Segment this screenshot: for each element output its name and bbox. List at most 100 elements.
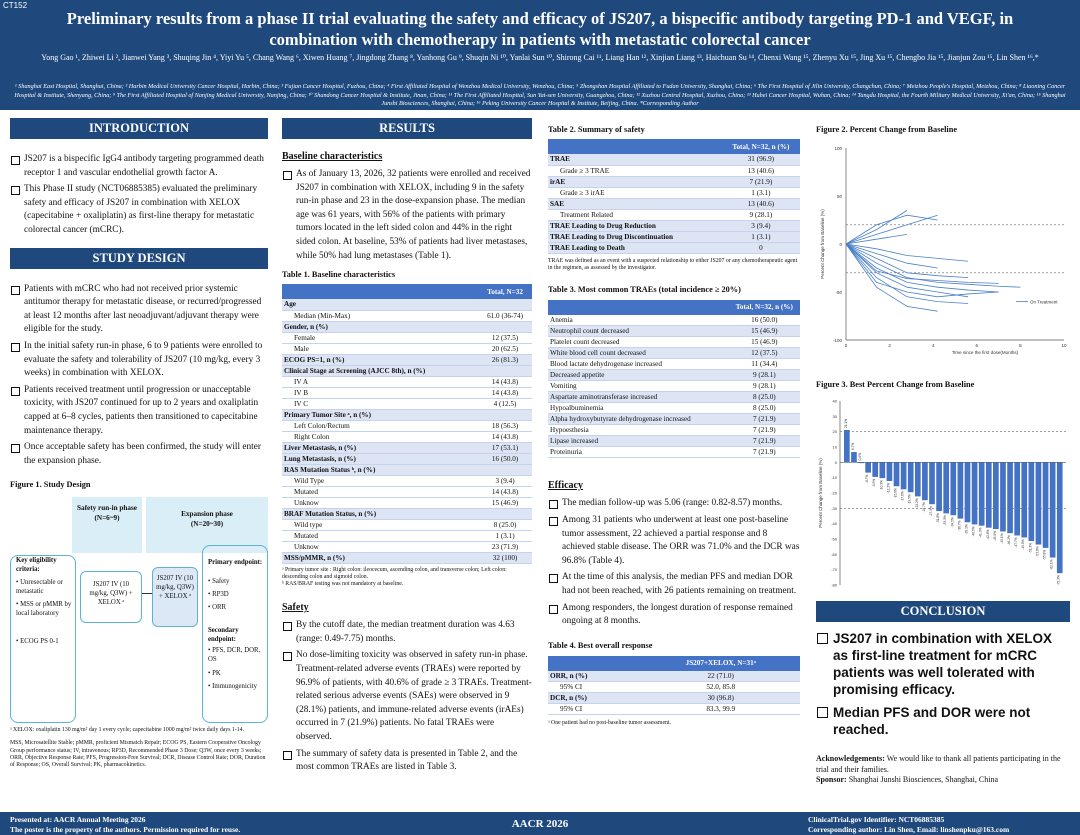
- waterfall-bar: [1007, 462, 1013, 534]
- ack-label: Acknowledgements:: [816, 754, 885, 763]
- x-tick-label: 10: [1061, 343, 1067, 348]
- table-row: Mutated 14 (43.8): [282, 486, 532, 498]
- arm-arrow: [142, 593, 152, 595]
- table-header-row: JS207+XELOX, N=31ᵃ: [548, 655, 800, 671]
- waterfall-bar: [957, 462, 964, 519]
- waterfall-bar: [936, 462, 942, 512]
- fig1-footnote: ᵃ XELOX: oxaliplatin 130 mg/m² day 1 eve…: [10, 727, 244, 734]
- baseline-bullets: As of January 13, 2026, 32 patients were…: [282, 168, 532, 263]
- table-cell: RAS Mutation Status ᵇ, n (%): [282, 464, 479, 476]
- eligibility-box: [10, 555, 76, 724]
- table-cell: 8 (25.0): [728, 391, 800, 404]
- bar-data-label: -36.7%: [957, 520, 961, 530]
- checkbox-icon: [817, 707, 828, 718]
- table-cell: 8 (25.0): [478, 519, 532, 531]
- arm2-box: JS207 IV (10 mg/kg, Q3W) + XELOX ᵃ: [152, 567, 198, 628]
- table-row: irAE 7 (21.9): [548, 176, 800, 188]
- table-row: Male 20 (62.5): [282, 343, 532, 355]
- table-cell: 95% CI: [548, 703, 642, 716]
- y-tick-label: -20: [831, 491, 838, 496]
- y-axis-label: Percent Change from Baseline (%): [820, 209, 825, 279]
- y-tick-label: 100: [834, 146, 842, 151]
- author-list: Yong Gao ¹, Zhiwei Li ², Jianwei Yang ³,…: [41, 53, 1039, 62]
- waterfall-bar: [858, 462, 864, 464]
- y-tick-label: -70: [831, 567, 838, 572]
- table-cell: 1 (3.1): [721, 231, 800, 243]
- table-cell: 9 (28.1): [721, 209, 800, 221]
- table-cell: 14 (43.8): [478, 376, 532, 388]
- design-bullet: Patients received treatment until progre…: [10, 384, 268, 438]
- legend-label: On Treatment: [1030, 300, 1058, 305]
- efficacy-bullets: The median follow-up was 5.06 (range: 0.…: [548, 497, 800, 628]
- table-cell: 22 (71.0): [641, 670, 800, 683]
- table-cell: 7 (21.9): [728, 446, 800, 459]
- table-cell: 16 (50.0): [728, 314, 800, 327]
- fig2-caption: Figure 2. Percent Change from Baseline: [816, 125, 958, 134]
- design-bullets: Patients with mCRC who had not received …: [10, 283, 268, 469]
- table-row: Decreased appetite 9 (28.1): [548, 369, 800, 382]
- y-tick-label: 0: [839, 242, 842, 247]
- x-axis-label: Time since the first dose(Months): [952, 350, 1019, 355]
- waterfall-bar: [872, 462, 879, 477]
- table-row: Proteinuria 7 (21.9): [548, 446, 800, 459]
- fig1-caption: Figure 1. Study Design: [10, 480, 91, 490]
- bar-data-label: -6.7%: [865, 474, 869, 482]
- table-row: Hypoalbuminemia 8 (25.0): [548, 402, 800, 415]
- table-cell: 13 (40.6): [721, 165, 800, 177]
- table-cell: Right Colon: [282, 431, 479, 443]
- series-line: [845, 243, 938, 312]
- secondary-endpoint-item: • PK: [208, 670, 221, 678]
- table-safety: Total, N=32, n (%) TRAE 31 (96.9) Grade ≥ 3…: [548, 139, 800, 254]
- table-cell: 13 (40.6): [721, 198, 800, 210]
- table-cell: 17 (53.1): [478, 442, 532, 454]
- baseline-subheading: Baseline characteristics: [282, 151, 383, 162]
- primary-endpoint-item: • Safety: [208, 578, 230, 586]
- waterfall-bar: [886, 462, 893, 482]
- table-row: Blood lactate dehydrogenase increased 11 …: [548, 358, 800, 371]
- intro-heading: INTRODUCTION: [10, 118, 268, 139]
- waterfall-bar: [1056, 462, 1063, 574]
- y-tick-label: -50: [835, 290, 842, 295]
- table-row: Female 12 (37.5): [282, 332, 532, 344]
- poster-footer: Presented at: AACR Annual Meeting 2026 Th…: [0, 812, 1080, 835]
- series-line: [845, 214, 938, 245]
- endpoint-text: PFS, DCR, DOR, OS: [208, 647, 261, 663]
- efficacy-subheading: Efficacy: [548, 480, 583, 492]
- endpoint-text: Immunogenicity: [212, 683, 258, 691]
- poster-header: CT152 Preliminary results from a phase I…: [0, 0, 1080, 110]
- table-cell: Grade ≥ 3 irAE: [548, 187, 722, 199]
- table-row: Gender, n (%): [282, 321, 532, 333]
- x-tick-label: 6: [976, 343, 979, 348]
- series-line: [845, 214, 938, 245]
- table-row: Grade ≥ 3 TRAE 13 (40.6): [548, 165, 800, 177]
- table-row: RAS Mutation Status ᵇ, n (%): [282, 464, 532, 476]
- column-left: INTRODUCTION JS207 is a bispecific IgG4 …: [10, 118, 268, 769]
- table1-footnote: ᵃ Primary tumor site : Right colon: ileo…: [282, 566, 507, 580]
- table-cell: Male: [282, 343, 479, 355]
- bar-data-label: -27.3%: [929, 506, 933, 516]
- table-cell: Decreased appetite: [548, 369, 729, 382]
- table-cell: TRAE Leading to Drug Discontinuation: [548, 231, 722, 243]
- table-cell: Vomiting: [548, 380, 729, 393]
- table-header-row: Total, N=32, n (%): [548, 299, 800, 315]
- table-baseline: Total, N=32 Age Median (Min-Max) 61.0 (36-7…: [282, 284, 532, 564]
- table-header-cell: Total, N=32, n (%): [721, 139, 800, 154]
- y-tick-label: 30: [833, 414, 838, 419]
- waterfall-bar: [844, 429, 850, 463]
- waterfall-bar: [964, 462, 971, 523]
- table-row: Grade ≥ 3 irAE 1 (3.1): [548, 187, 800, 199]
- table-row: Neutrophil count decreased 15 (46.9): [548, 325, 800, 338]
- waterfall-bar: [922, 462, 928, 501]
- table-cell: Median (Min-Max): [282, 310, 479, 322]
- series-line: [845, 243, 1021, 288]
- waterfall-bar: [1021, 462, 1028, 538]
- table-cell: DCR, n (%): [548, 692, 642, 705]
- conclusion-item: Median PFS and DOR were not reached.: [816, 704, 1070, 738]
- x-tick-label: 8: [1019, 343, 1022, 348]
- bar-data-label: -33.3%: [943, 515, 947, 525]
- table-row: TRAE Leading to Death 0: [548, 242, 800, 254]
- table-row: Lipase increased 7 (21.9): [548, 435, 800, 448]
- table-cell: BRAF Mutation Status, n (%): [282, 508, 479, 520]
- conclusion-text: Median PFS and DOR were not reached.: [833, 705, 1031, 737]
- table4-caption: Table 4. Best overall response: [548, 640, 653, 650]
